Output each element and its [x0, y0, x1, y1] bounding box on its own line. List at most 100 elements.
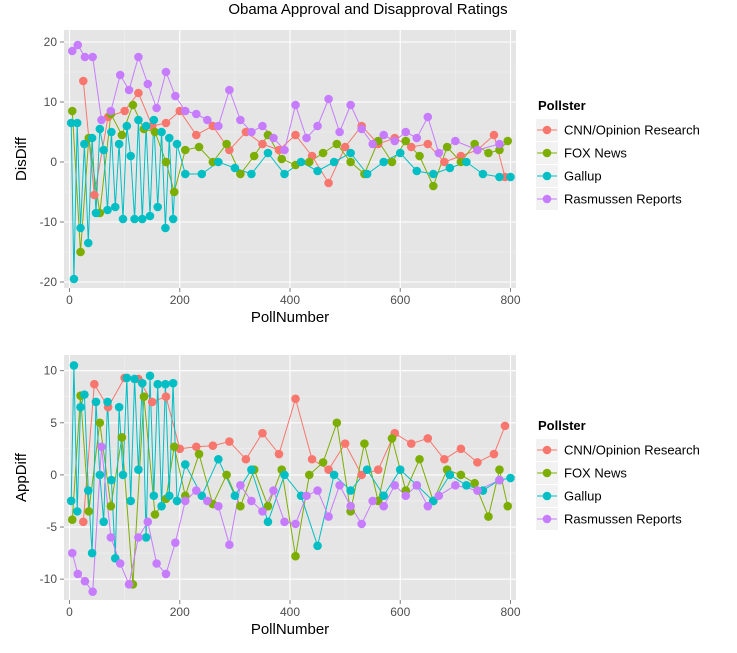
y-tick-label: 5	[50, 416, 57, 430]
data-point-fox-news	[194, 142, 204, 152]
disapproval-panel: 0 200 400 600 800 -20 -10 0 10 20 PollNumber DisDif…	[13, 30, 521, 326]
y-tick-label: -10	[40, 215, 58, 229]
data-point-rasmussen-reports	[434, 491, 444, 501]
data-point-gallup	[346, 148, 355, 158]
data-point-rasmussen-reports	[280, 517, 289, 527]
data-point-fox-news	[304, 470, 314, 480]
data-point-rasmussen-reports	[379, 501, 389, 511]
data-point-rasmussen-reports	[236, 115, 245, 125]
data-point-gallup	[506, 172, 515, 182]
data-point-rasmussen-reports	[269, 486, 278, 495]
data-point-gallup	[172, 139, 182, 149]
data-point-gallup	[69, 361, 79, 370]
data-point-gallup	[72, 507, 82, 516]
data-point-rasmussen-reports	[291, 519, 300, 529]
y-tick-label: 0	[50, 155, 57, 169]
legend-point-gallup	[542, 171, 552, 181]
data-point-rasmussen-reports	[203, 496, 212, 506]
x-axis-title: PollNumber	[251, 621, 329, 638]
data-point-fox-news	[401, 136, 411, 146]
legend-label-cnn-opinion-research: CNN/Opinion Research	[564, 123, 700, 138]
data-point-fox-news	[291, 551, 300, 561]
data-point-gallup	[99, 145, 108, 155]
data-point-cnn-opinion-research	[423, 434, 433, 443]
data-point-fox-news	[263, 501, 273, 511]
data-point-gallup	[122, 373, 132, 383]
data-point-gallup	[362, 465, 372, 474]
data-point-fox-news	[84, 507, 94, 516]
data-point-cnn-opinion-research	[161, 118, 171, 128]
data-point-fox-news	[117, 433, 127, 442]
data-point-gallup	[134, 115, 143, 125]
data-point-gallup	[145, 211, 155, 221]
data-point-fox-news	[117, 130, 127, 140]
data-point-gallup	[329, 470, 339, 480]
data-point-cnn-opinion-research	[274, 449, 284, 459]
data-point-gallup	[153, 202, 163, 212]
data-point-gallup	[280, 169, 289, 179]
data-point-gallup	[379, 491, 389, 501]
data-point-gallup	[76, 223, 85, 233]
data-point-cnn-opinion-research	[406, 142, 416, 152]
data-point-rasmussen-reports	[115, 559, 125, 568]
data-point-gallup	[66, 496, 76, 506]
data-point-rasmussen-reports	[346, 100, 355, 110]
data-point-cnn-opinion-research	[473, 458, 482, 467]
data-point-gallup	[313, 541, 322, 551]
data-point-rasmussen-reports	[247, 127, 256, 137]
data-point-gallup	[172, 496, 182, 506]
x-tick-label: 600	[390, 293, 410, 307]
legend-point-rasmussen-reports	[542, 514, 552, 524]
data-point-gallup	[168, 214, 178, 224]
data-point-rasmussen-reports	[451, 136, 460, 146]
data-point-gallup	[76, 402, 85, 412]
data-point-gallup	[247, 465, 256, 474]
data-point-rasmussen-reports	[451, 481, 460, 490]
data-point-fox-news	[387, 434, 397, 443]
data-point-rasmussen-reports	[80, 576, 90, 586]
data-point-gallup	[506, 473, 515, 483]
data-point-fox-news	[304, 157, 314, 167]
data-point-fox-news	[318, 148, 328, 158]
x-tick-label: 800	[500, 293, 520, 307]
data-point-fox-news	[346, 157, 355, 167]
x-tick-label: 400	[280, 293, 300, 307]
data-point-rasmussen-reports	[88, 52, 97, 62]
data-point-gallup	[107, 475, 116, 485]
data-point-rasmussen-reports	[124, 580, 134, 589]
data-point-fox-news	[67, 106, 77, 116]
data-point-rasmussen-reports	[214, 121, 223, 131]
data-point-gallup	[126, 151, 135, 161]
data-point-rasmussen-reports	[97, 442, 106, 452]
data-point-gallup	[445, 470, 455, 480]
data-point-cnn-opinion-research	[191, 442, 201, 452]
data-point-cnn-opinion-research	[324, 465, 333, 474]
data-point-gallup	[197, 491, 207, 501]
data-point-cnn-opinion-research	[291, 394, 300, 404]
data-point-rasmussen-reports	[143, 79, 153, 89]
data-point-rasmussen-reports	[80, 52, 90, 62]
data-point-gallup	[180, 460, 190, 469]
data-point-fox-news	[387, 157, 397, 167]
data-point-fox-news	[277, 154, 287, 164]
data-point-gallup	[214, 157, 223, 167]
y-tick-label: -5	[46, 520, 57, 534]
legend-approval: Pollster CNN/Opinion Research FOX News Gall…	[536, 418, 700, 530]
data-point-gallup	[429, 496, 438, 506]
data-point-cnn-opinion-research	[489, 130, 499, 140]
data-point-fox-news	[169, 442, 179, 452]
data-point-gallup	[114, 402, 124, 412]
data-point-fox-news	[415, 151, 424, 161]
data-point-gallup	[130, 374, 139, 384]
data-point-cnn-opinion-research	[78, 517, 88, 527]
data-point-rasmussen-reports	[236, 481, 245, 490]
data-point-cnn-opinion-research	[134, 88, 143, 98]
data-point-gallup	[72, 118, 82, 128]
data-point-gallup	[145, 371, 155, 381]
data-point-gallup	[153, 379, 163, 389]
data-point-gallup	[83, 486, 93, 495]
x-tick-label: 800	[500, 605, 520, 619]
data-point-gallup	[99, 517, 108, 527]
data-point-rasmussen-reports	[412, 481, 422, 490]
series-line-rasmussen-reports	[71, 44, 500, 154]
